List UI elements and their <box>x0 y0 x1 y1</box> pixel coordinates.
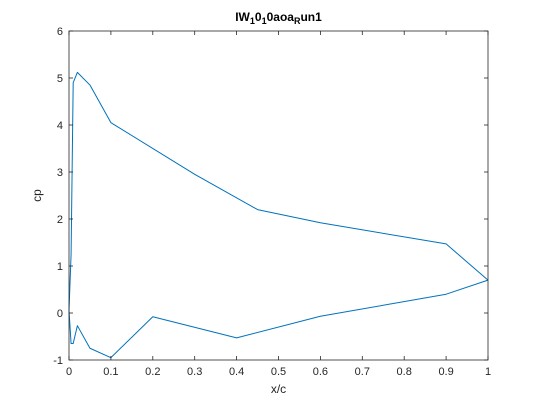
x-tick-label: 1 <box>485 366 491 378</box>
labels: 0 0.1 0.2 0.3 0.4 0.5 0.6 0.7 0.8 0.9 1-10123456x/… <box>30 10 491 396</box>
x-tick-label: 0.4 <box>229 366 244 378</box>
y-tick-label: 4 <box>57 120 63 132</box>
x-tick-label: 0.5 <box>271 366 286 378</box>
chart-title-segment: un1 <box>300 10 322 24</box>
y-tick-label: 2 <box>57 214 63 226</box>
x-tick-label: 0 <box>66 366 72 378</box>
x-tick-label: 0.9 <box>438 366 453 378</box>
x-tick-label: 0.1 <box>103 366 118 378</box>
x-tick-label: 0.3 <box>187 366 202 378</box>
chart-title-subscript: 1 <box>250 16 255 26</box>
x-tick-label: 0.7 <box>355 366 370 378</box>
axes-background <box>69 31 488 360</box>
chart-title-segment: IW <box>235 10 250 24</box>
y-tick-label: 0 <box>57 308 63 320</box>
x-tick-label: 0.8 <box>397 366 412 378</box>
chart-title-subscript: 1 <box>262 16 267 26</box>
chart-title: IW1010aoaRun1 <box>235 10 322 26</box>
y-tick-label: 1 <box>57 261 63 273</box>
y-tick-label: 5 <box>57 73 63 85</box>
y-tick-label: 3 <box>57 167 63 179</box>
y-tick-label: 6 <box>57 26 63 38</box>
y-axis-label: cp <box>30 189 44 202</box>
y-tick-label: -1 <box>53 355 63 367</box>
x-tick-label: 0.2 <box>145 366 160 378</box>
x-axis-label: x/c <box>271 382 286 396</box>
chart-title-segment: 0 <box>255 10 262 24</box>
x-tick-label: 0.6 <box>313 366 328 378</box>
chart-title-subscript: R <box>294 16 301 26</box>
chart-title-segment: 0aoa <box>267 10 295 24</box>
axes <box>68 30 489 361</box>
plot-area <box>68 31 489 360</box>
